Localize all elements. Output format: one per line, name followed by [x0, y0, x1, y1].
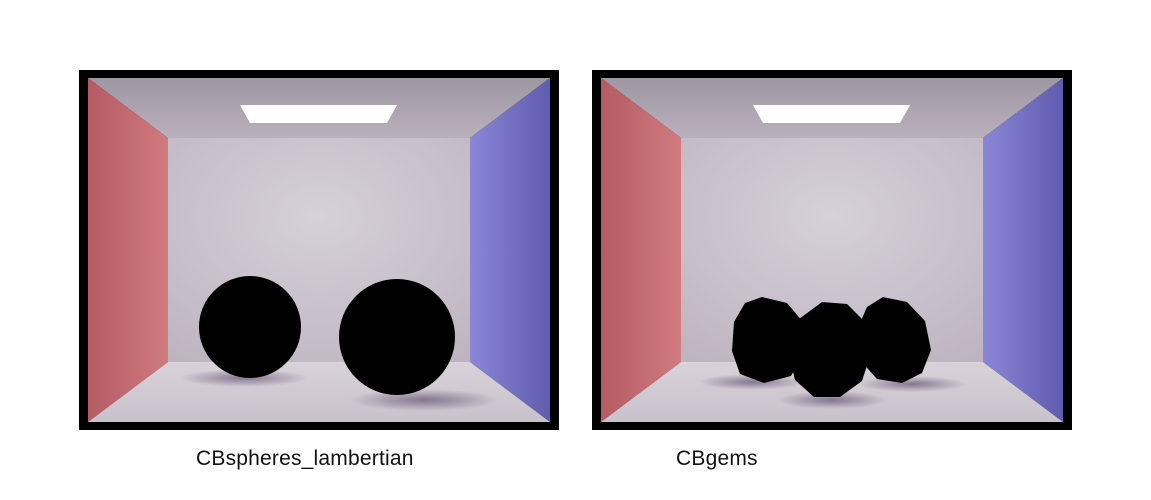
cornell-box-gems-image [601, 78, 1063, 422]
right-wall [983, 78, 1063, 422]
sphere-shadow [349, 389, 499, 411]
sphere-shadow [179, 369, 309, 387]
left-wall [88, 78, 168, 422]
right-wall [470, 78, 550, 422]
ceiling-light [753, 105, 910, 123]
render-cbspheres-lambertian [79, 70, 559, 430]
sphere-right [339, 279, 455, 395]
cornell-box-spheres-image [88, 78, 550, 422]
render-cbgems [592, 70, 1072, 430]
gem-shadow [857, 376, 967, 392]
gem-left [732, 297, 805, 383]
gem-shadow [777, 391, 887, 409]
sphere-left [199, 276, 301, 378]
caption-cbgems: CBgems [676, 447, 758, 470]
caption-cbspheres-lambertian: CBspheres_lambertian [196, 447, 414, 470]
left-wall [601, 78, 681, 422]
gem-right [857, 297, 931, 383]
gem-center [788, 302, 871, 397]
ceiling-light [240, 105, 397, 123]
floor [88, 362, 550, 422]
